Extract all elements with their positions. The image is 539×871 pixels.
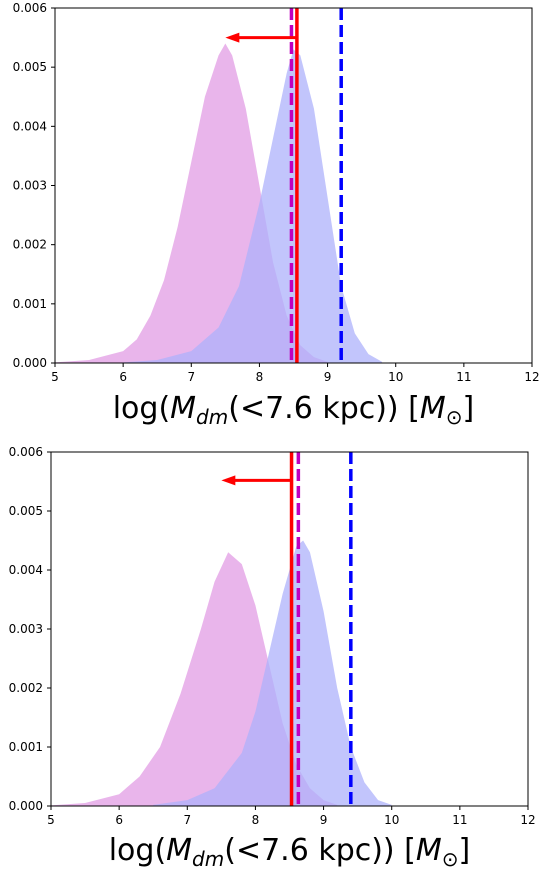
y-tick-label: 0.003 <box>9 622 43 636</box>
arrow-head <box>225 32 240 43</box>
x-tick-label: 9 <box>324 370 332 384</box>
x-tick-label: 10 <box>384 813 399 827</box>
x-tick-label: 10 <box>388 370 403 384</box>
y-tick-label: 0.006 <box>13 1 47 15</box>
x-tick-label: 6 <box>119 370 127 384</box>
chart-top: 5 6 7 8 9 10 11 12 0.000 0.001 0.002 0.003 0.004 0.00… <box>13 1 539 429</box>
histogram-series-2 <box>123 49 383 363</box>
chart-bottom: 5 6 7 8 9 10 11 12 0.000 0.001 0.002 0.003 0.004 0.00… <box>9 445 536 871</box>
x-tick-label: 12 <box>524 370 539 384</box>
y-tick-label: 0.003 <box>13 179 47 193</box>
y-tick-label: 0.001 <box>13 297 47 311</box>
y-tick-label: 0.002 <box>9 681 43 695</box>
x-tick-label: 7 <box>187 370 195 384</box>
histogram-series-2 <box>153 540 392 806</box>
x-tick-label: 8 <box>256 370 264 384</box>
y-tick-label: 0.006 <box>9 445 43 459</box>
x-tick-label: 5 <box>47 813 55 827</box>
y-tick-label: 0.000 <box>13 356 47 370</box>
y-tick-label: 0.000 <box>9 799 43 813</box>
x-tick-label: 9 <box>320 813 328 827</box>
y-tick-label: 0.005 <box>9 504 43 518</box>
y-tick-label: 0.004 <box>9 563 43 577</box>
x-tick-label: 5 <box>51 370 59 384</box>
x-tick-label: 11 <box>456 370 471 384</box>
y-tick-label: 0.004 <box>13 119 47 133</box>
plot-area <box>55 8 383 363</box>
y-tick-label: 0.002 <box>13 238 47 252</box>
x-tick-label: 11 <box>452 813 467 827</box>
x-tick-label: 8 <box>252 813 260 827</box>
arrow-head <box>221 475 236 486</box>
y-tick-label: 0.005 <box>13 60 47 74</box>
x-axis-title: log(Mdm(<7.6 kpc)) [M⊙] <box>113 391 475 429</box>
x-axis-title: log(Mdm(<7.6 kpc)) [M⊙] <box>109 833 471 871</box>
plot-area <box>51 452 392 806</box>
x-tick-label: 7 <box>183 813 191 827</box>
x-tick-label: 12 <box>520 813 535 827</box>
x-tick-label: 6 <box>115 813 123 827</box>
y-tick-label: 0.001 <box>9 740 43 754</box>
